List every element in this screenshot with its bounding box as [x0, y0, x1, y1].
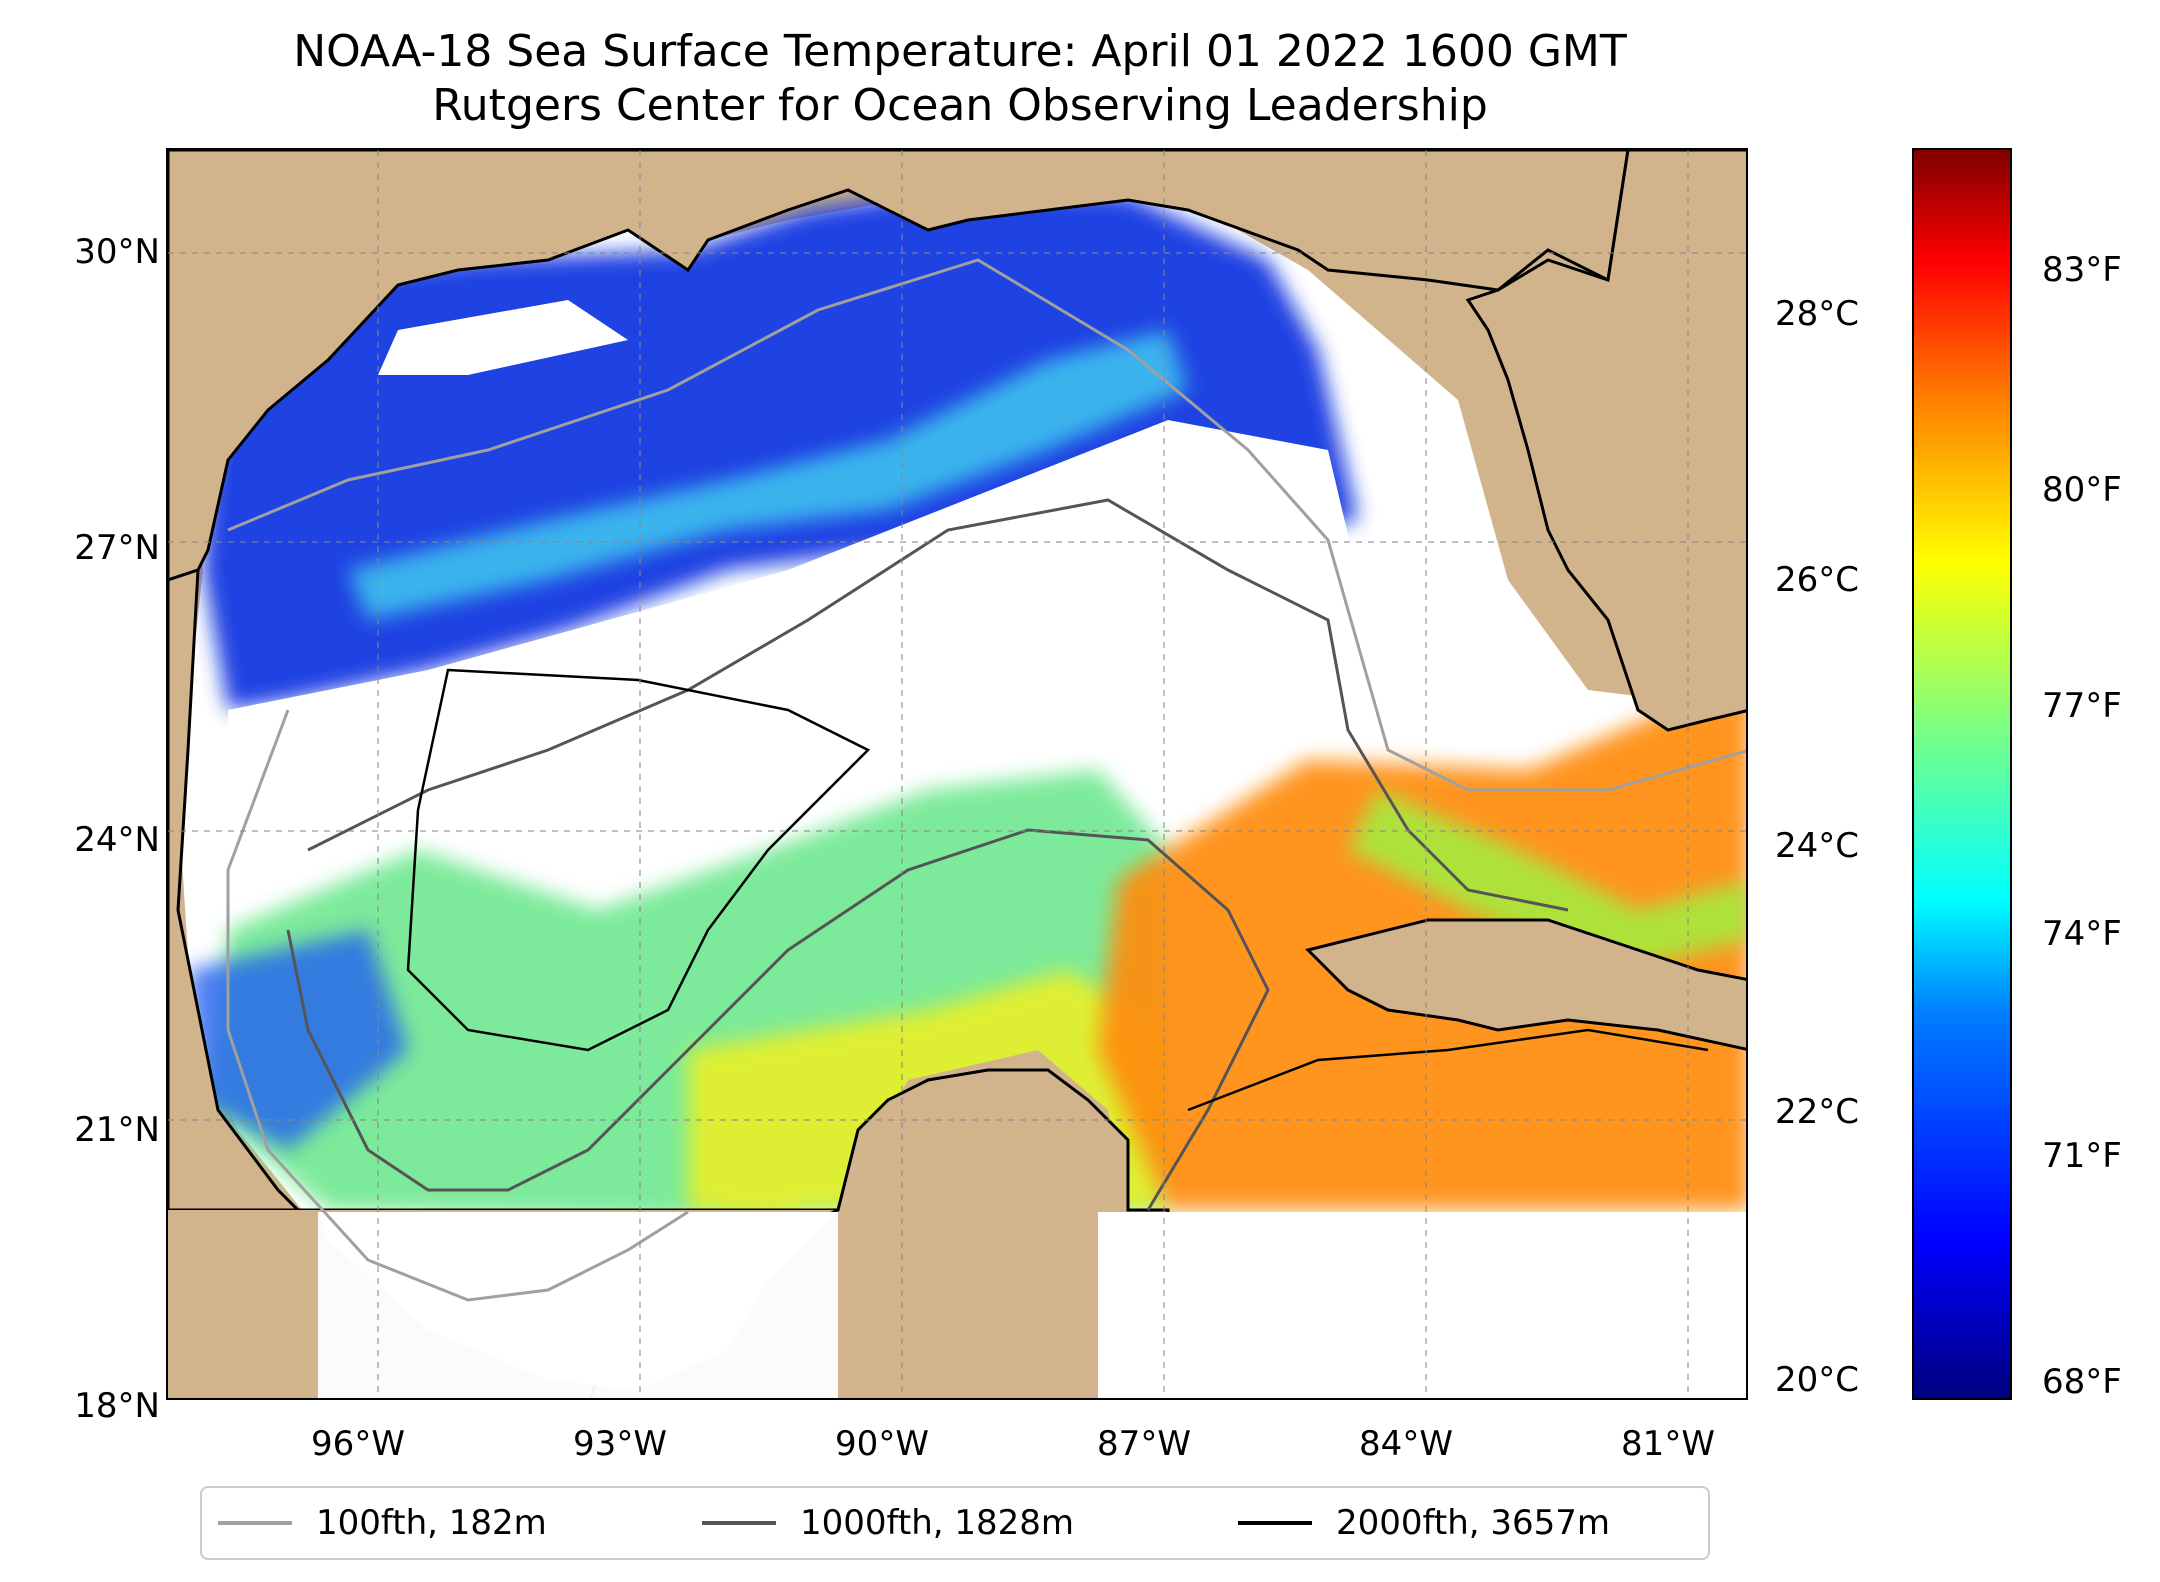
legend-swatch-100fth: [218, 1521, 292, 1525]
colorbar-label-71f: 71°F: [2042, 1136, 2122, 1176]
sst-west-blue: [188, 930, 408, 1150]
chart-subtitle: Rutgers Center for Ocean Observing Leade…: [432, 80, 1488, 131]
colorbar-label-83f: 83°F: [2042, 250, 2122, 290]
colorbar-label-68f: 68°F: [2042, 1362, 2122, 1402]
legend-swatch-2000fth: [1238, 1521, 1312, 1525]
colorbar-label-20c: 20°C: [1775, 1360, 1860, 1400]
legend-item-2000fth: 2000fth, 3657m: [1238, 1488, 1610, 1558]
colorbar-label-77f: 77°F: [2042, 686, 2122, 726]
colorbar: [1912, 148, 2012, 1400]
contour-2000fth: [406, 668, 1709, 1112]
colorbar-label-80f: 80°F: [2042, 470, 2122, 510]
lat-label-30n: 30°N: [74, 232, 160, 272]
lat-label-18n: 18°N: [74, 1386, 160, 1426]
contour-100fth: [226, 258, 1746, 1302]
land-florida: [1465, 150, 1746, 732]
lon-label-87w: 87°W: [1097, 1424, 1191, 1464]
legend-item-100fth: 100fth, 182m: [218, 1488, 547, 1558]
chart-title: NOAA-18 Sea Surface Temperature: April 0…: [293, 26, 1627, 77]
lat-label-24n: 24°N: [74, 820, 160, 860]
lon-label-96w: 96°W: [311, 1424, 405, 1464]
sst-map: [166, 148, 1748, 1400]
lat-label-27n: 27°N: [74, 528, 160, 568]
legend-label-2000fth: 2000fth, 3657m: [1336, 1503, 1611, 1543]
land-cuba: [1305, 918, 1746, 1051]
sst-green-loop: [1348, 790, 1746, 970]
grid-lines: [168, 150, 1746, 1398]
colorbar-label-26c: 26°C: [1775, 560, 1860, 600]
colorbar-label-28c: 28°C: [1775, 294, 1860, 334]
legend-swatch-1000fth: [702, 1521, 776, 1525]
sst-cyan-band: [348, 330, 1188, 620]
colorbar-label-24c: 24°C: [1775, 826, 1860, 866]
sst-map-graphic: [168, 150, 1746, 1398]
lon-label-90w: 90°W: [835, 1424, 929, 1464]
lon-label-93w: 93°W: [573, 1424, 667, 1464]
lon-label-84w: 84°W: [1359, 1424, 1453, 1464]
contour-1000fth: [286, 498, 1569, 1211]
legend-item-1000fth: 1000fth, 1828m: [702, 1488, 1074, 1558]
colorbar-label-74f: 74°F: [2042, 914, 2122, 954]
lon-label-81w: 81°W: [1621, 1424, 1715, 1464]
legend-label-1000fth: 1000fth, 1828m: [800, 1503, 1075, 1543]
contour-legend: 100fth, 182m 1000fth, 1828m 2000fth, 365…: [200, 1486, 1710, 1560]
lat-label-21n: 21°N: [74, 1110, 160, 1150]
land-north-us: [168, 150, 1746, 582]
legend-label-100fth: 100fth, 182m: [316, 1503, 547, 1543]
colorbar-label-22c: 22°C: [1775, 1092, 1860, 1132]
